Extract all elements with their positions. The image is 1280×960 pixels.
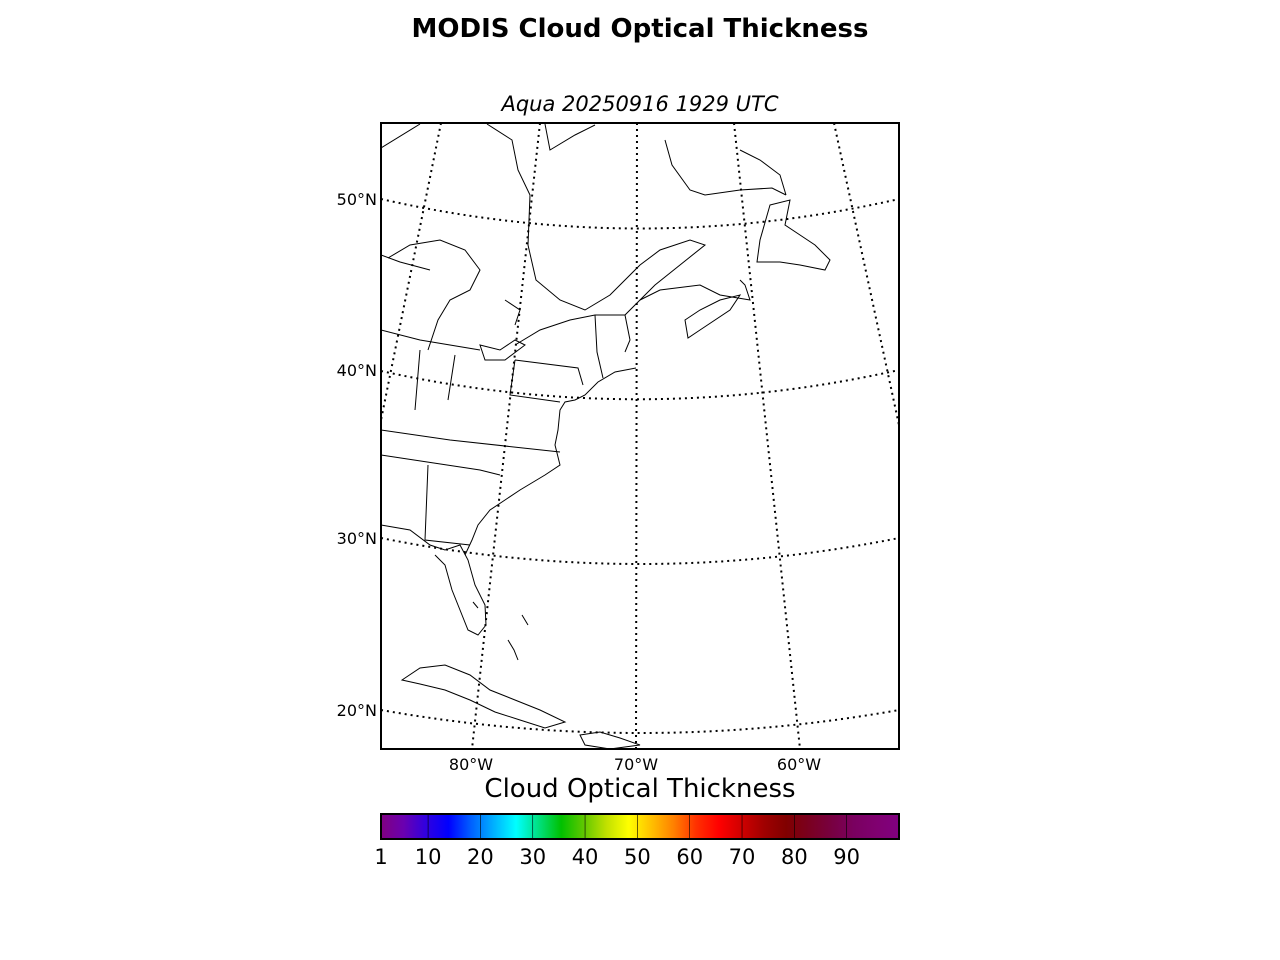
hispaniola bbox=[579, 731, 641, 749]
lat-label-30n: 30°N bbox=[337, 529, 377, 548]
colorbar-tick-label: 10 bbox=[415, 845, 442, 869]
border-states-mid bbox=[381, 314, 604, 546]
colorbar-ticks: 1 10 20 30 40 50 60 70 80 90 bbox=[374, 814, 860, 869]
florida bbox=[381, 524, 487, 636]
chart-subtitle: Aqua 20250916 1929 UTC bbox=[501, 92, 779, 116]
map-frame bbox=[380, 122, 900, 750]
colorbar-tick-label: 90 bbox=[833, 845, 860, 869]
bahamas bbox=[472, 601, 529, 661]
cuba bbox=[400, 664, 567, 729]
newfoundland bbox=[756, 199, 831, 271]
meridian-90w bbox=[381, 123, 442, 421]
political-borders bbox=[381, 254, 625, 546]
colorbar bbox=[380, 813, 900, 840]
colorbar-title: Cloud Optical Thickness bbox=[484, 774, 796, 804]
colorbar-tick-label: 70 bbox=[729, 845, 756, 869]
us-east-coast bbox=[464, 367, 637, 556]
lon-label-80w: 80°W bbox=[449, 755, 493, 774]
lat-label-40n: 40°N bbox=[337, 361, 377, 380]
colorbar-tick-label: 60 bbox=[676, 845, 703, 869]
labrador-coast bbox=[544, 123, 787, 196]
colorbar-tick-label: 20 bbox=[467, 845, 494, 869]
coastlines bbox=[381, 123, 831, 749]
parallel-50n bbox=[381, 198, 899, 230]
lon-label-60w: 60°W bbox=[777, 755, 821, 774]
lon-label-70w: 70°W bbox=[614, 755, 658, 774]
parallel-40n bbox=[381, 369, 899, 401]
colorbar-tick-label: 50 bbox=[624, 845, 651, 869]
hudson-bay-shore bbox=[381, 123, 707, 316]
great-lakes bbox=[387, 239, 526, 361]
colorbar-tick-label: 80 bbox=[781, 845, 808, 869]
map-content bbox=[381, 123, 899, 749]
map-background bbox=[381, 123, 899, 749]
lat-label-50n: 50°N bbox=[337, 190, 377, 209]
meridian-70w bbox=[635, 123, 638, 749]
maritimes-coast bbox=[624, 279, 751, 353]
chart-title: MODIS Cloud Optical Thickness bbox=[411, 14, 869, 44]
parallel-30n bbox=[381, 537, 899, 565]
colorbar-tick-label: 1 bbox=[374, 845, 387, 869]
colorbar-tick-label: 40 bbox=[572, 845, 599, 869]
lat-label-20n: 20°N bbox=[337, 701, 377, 720]
colorbar-tick-label: 30 bbox=[519, 845, 546, 869]
parallel-20n bbox=[381, 709, 899, 734]
border-us-canada bbox=[381, 254, 625, 346]
